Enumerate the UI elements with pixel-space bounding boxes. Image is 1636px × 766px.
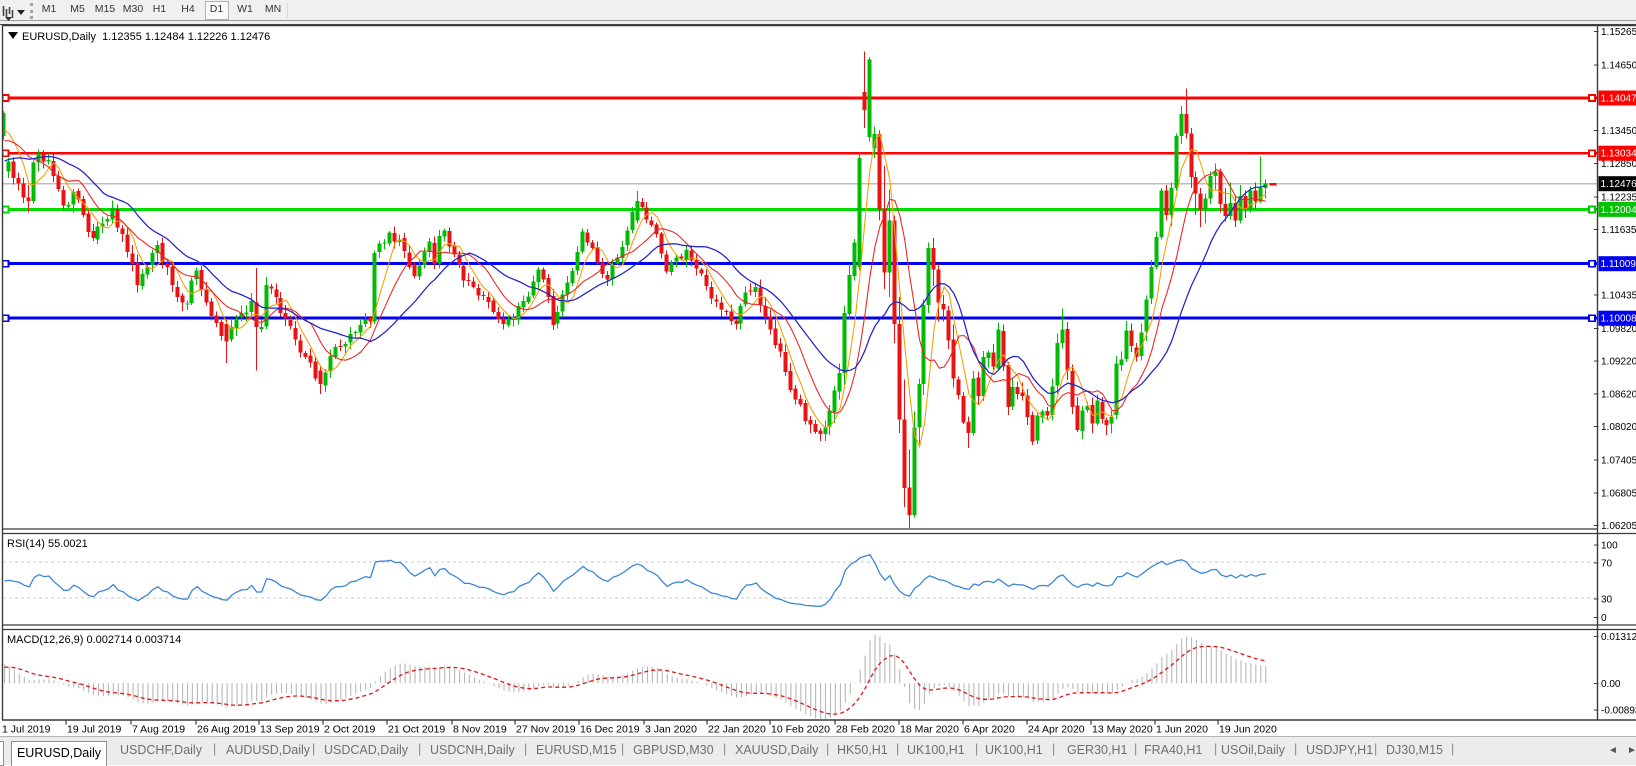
svg-text:28 Feb 2020: 28 Feb 2020 — [836, 724, 895, 736]
svg-text:27 Nov 2019: 27 Nov 2019 — [516, 724, 576, 736]
svg-text:22 Jan 2020: 22 Jan 2020 — [708, 724, 766, 736]
svg-text:13 Sep 2019: 13 Sep 2019 — [260, 724, 320, 736]
svg-text:1.09220: 1.09220 — [1601, 357, 1636, 368]
svg-text:1.06205: 1.06205 — [1601, 521, 1636, 532]
svg-text:6 Apr 2020: 6 Apr 2020 — [964, 724, 1015, 736]
svg-text:7 Aug 2019: 7 Aug 2019 — [132, 724, 185, 736]
svg-text:RSI(14) 55.0021: RSI(14) 55.0021 — [7, 538, 88, 550]
svg-text:70: 70 — [1601, 559, 1613, 570]
svg-text:3 Jan 2020: 3 Jan 2020 — [645, 724, 697, 736]
svg-text:1.12476: 1.12476 — [1601, 179, 1636, 190]
svg-text:1.10008: 1.10008 — [1601, 314, 1636, 325]
svg-text:1.11009: 1.11009 — [1601, 259, 1636, 270]
svg-text:1.06805: 1.06805 — [1601, 488, 1636, 499]
svg-text:0.013121: 0.013121 — [1601, 632, 1636, 643]
svg-text:13 May 2020: 13 May 2020 — [1092, 724, 1153, 736]
svg-text:1.10435: 1.10435 — [1601, 291, 1636, 302]
svg-text:19 Jul 2019: 19 Jul 2019 — [67, 724, 121, 736]
svg-text:1.07405: 1.07405 — [1601, 456, 1636, 467]
svg-text:0.00: 0.00 — [1601, 679, 1621, 690]
svg-text:18 Mar 2020: 18 Mar 2020 — [900, 724, 959, 736]
svg-text:1.08020: 1.08020 — [1601, 422, 1636, 433]
svg-text:1.14047: 1.14047 — [1601, 94, 1636, 105]
svg-text:8 Nov 2019: 8 Nov 2019 — [453, 724, 507, 736]
svg-text:16 Dec 2019: 16 Dec 2019 — [580, 724, 640, 736]
svg-text:-0.00893: -0.00893 — [1601, 706, 1636, 717]
svg-text:30: 30 — [1601, 595, 1613, 606]
svg-text:1.13034: 1.13034 — [1601, 149, 1636, 160]
svg-text:2 Oct 2019: 2 Oct 2019 — [324, 724, 376, 736]
svg-text:1.11635: 1.11635 — [1601, 225, 1636, 236]
svg-text:0: 0 — [1601, 613, 1607, 624]
svg-text:1 Jun 2020: 1 Jun 2020 — [1156, 724, 1208, 736]
svg-text:MACD(12,26,9) 0.002714 0.00371: MACD(12,26,9) 0.002714 0.003714 — [7, 634, 181, 646]
svg-text:26 Aug 2019: 26 Aug 2019 — [197, 724, 256, 736]
svg-text:10 Feb 2020: 10 Feb 2020 — [771, 724, 830, 736]
svg-text:1 Jul 2019: 1 Jul 2019 — [2, 724, 51, 736]
svg-text:24 Apr 2020: 24 Apr 2020 — [1028, 724, 1085, 736]
svg-text:1.15265: 1.15265 — [1601, 27, 1636, 38]
svg-text:100: 100 — [1601, 541, 1618, 552]
svg-text:19 Jun 2020: 19 Jun 2020 — [1219, 724, 1277, 736]
svg-text:1.13450: 1.13450 — [1601, 126, 1636, 137]
svg-text:1.12004: 1.12004 — [1601, 205, 1636, 216]
svg-text:1.12235: 1.12235 — [1601, 192, 1636, 203]
svg-text:1.14650: 1.14650 — [1601, 61, 1636, 72]
svg-text:EURUSD,Daily 1.12355 1.12484: EURUSD,Daily 1.12355 1.12484 1.12226 1.1… — [22, 31, 270, 43]
svg-text:21 Oct 2019: 21 Oct 2019 — [388, 724, 445, 736]
svg-text:1.08620: 1.08620 — [1601, 389, 1636, 400]
